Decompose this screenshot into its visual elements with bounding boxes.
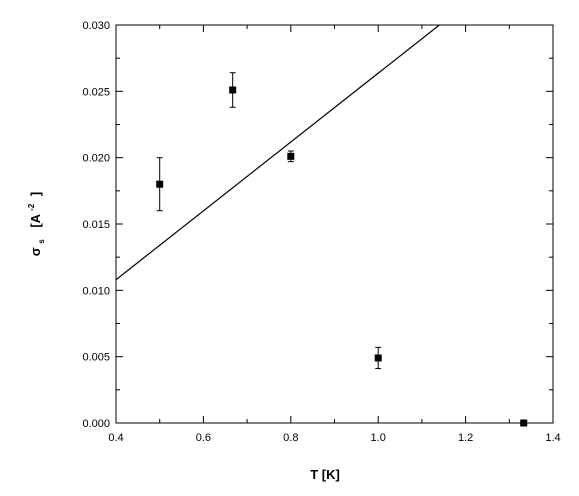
data-point bbox=[374, 354, 382, 362]
y-tick-label: 0.000 bbox=[82, 418, 110, 430]
y-tick-label: 0.030 bbox=[82, 20, 110, 32]
y-tick-label: 0.010 bbox=[82, 285, 110, 297]
svg-text:σ s [A -2: σ s [A -2 ] bbox=[22, 192, 47, 257]
y-axis-title-close: ] bbox=[28, 192, 43, 196]
y-axis-title-power: -2 bbox=[27, 203, 36, 211]
y-tick-label: 0.015 bbox=[82, 219, 110, 231]
data-point bbox=[156, 180, 164, 188]
data-point bbox=[229, 86, 237, 94]
y-tick-label: 0.025 bbox=[82, 86, 110, 98]
x-axis-title: T [K] bbox=[310, 467, 340, 482]
x-tick-label: 0.4 bbox=[108, 432, 123, 444]
x-axis-ticks: 0.4 0.6 0.8 1.0 1.2 1.4 bbox=[108, 25, 561, 444]
y-axis-title: σ s [A -2 ] bbox=[22, 192, 47, 257]
data-point bbox=[287, 152, 295, 160]
data-point bbox=[520, 419, 528, 427]
y-tick-label: 0.020 bbox=[82, 153, 110, 165]
x-tick-label: 1.4 bbox=[545, 432, 560, 444]
x-tick-label: 0.6 bbox=[196, 432, 211, 444]
x-tick-label: 1.0 bbox=[371, 432, 386, 444]
y-axis-ticks: 0.000 0.005 0.010 0.015 0.020 0.025 0.030 bbox=[82, 20, 553, 430]
x-tick-label: 0.8 bbox=[283, 432, 298, 444]
plot-frame bbox=[115, 24, 554, 424]
fit-line bbox=[115, 24, 440, 281]
y-tick-label: 0.005 bbox=[82, 352, 110, 364]
y-axis-title-symbol: σ bbox=[28, 247, 43, 256]
x-tick-label: 1.2 bbox=[458, 432, 473, 444]
series-layer bbox=[115, 24, 528, 427]
y-axis-title-subscript: s bbox=[37, 239, 46, 244]
y-axis-title-unit: [A bbox=[28, 213, 43, 227]
